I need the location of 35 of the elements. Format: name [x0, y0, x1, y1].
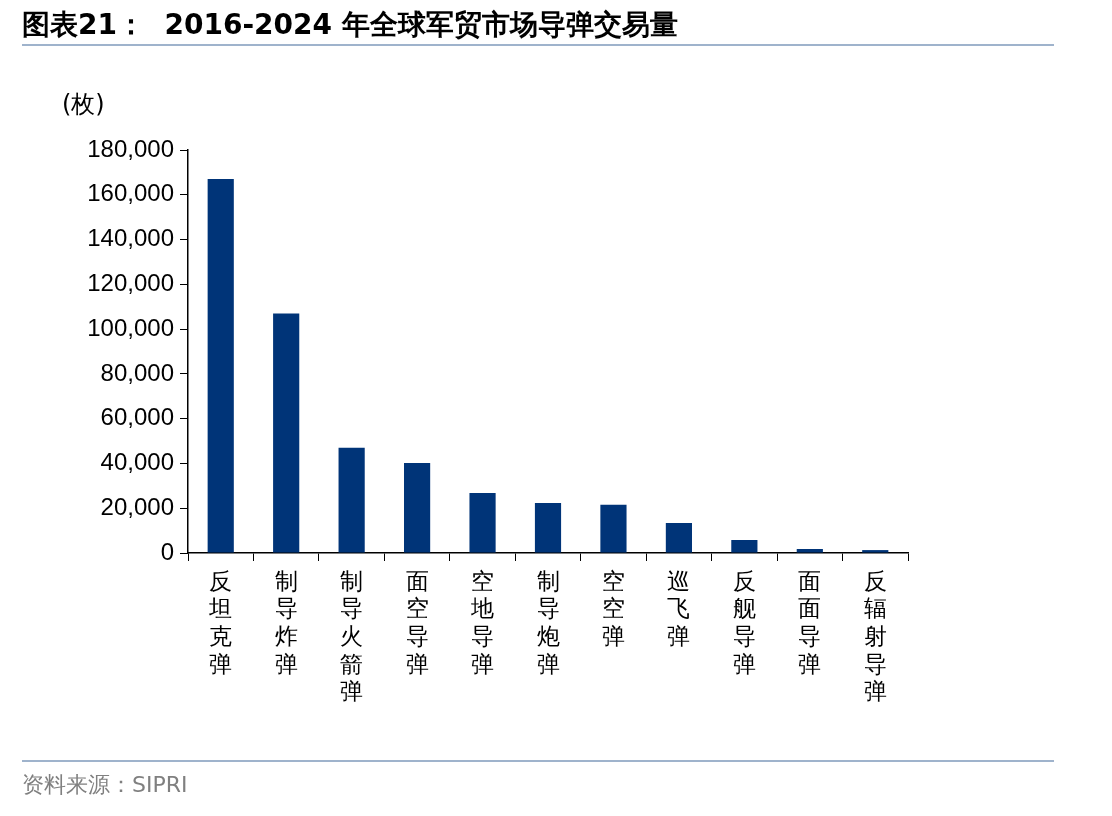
bar	[796, 548, 823, 553]
bar	[534, 503, 562, 553]
text: 资料来源：SIPRI	[22, 771, 188, 799]
bar	[338, 447, 365, 553]
y-tick-label: 180,000	[87, 134, 174, 162]
y-tick-label: 100,000	[87, 313, 174, 341]
y-tick-label: 0	[160, 537, 174, 565]
y-tick-label: 80,000	[100, 358, 174, 386]
y-tick-label: 60,000	[100, 403, 174, 431]
bar	[862, 550, 889, 553]
x-tick-label: 反舰导弹	[732, 567, 756, 677]
bar	[469, 493, 496, 553]
y-tick-label: 120,000	[87, 268, 174, 296]
x-tick-label: 制导炸弹	[274, 567, 298, 677]
x-tick-label: 制导火箭弹	[340, 567, 364, 705]
x-tick-label: 空地导弹	[470, 567, 495, 677]
bar	[731, 540, 758, 553]
x-tick-label: 巡飞弹	[667, 567, 691, 649]
y-tick-label: 140,000	[87, 224, 174, 252]
bar	[273, 313, 300, 553]
y-tick-label: 40,000	[100, 448, 174, 476]
bar	[404, 463, 431, 553]
y-axis-title: (枚)	[62, 89, 105, 120]
x-tick-label: 反坦克弹	[208, 567, 233, 677]
bar	[600, 504, 627, 553]
x-tick-label: 面空导弹	[405, 567, 429, 677]
chart-title: 图表21： 2016-2024 年全球军贸市场导弹交易量	[22, 7, 678, 43]
x-tick-label: 面面导弹	[798, 567, 822, 677]
x-tick-label: 空空弹	[601, 567, 625, 649]
y-tick-label: 20,000	[100, 492, 174, 520]
bar	[665, 523, 692, 553]
y-tick-label: 160,000	[87, 179, 174, 207]
bar	[207, 179, 234, 553]
x-tick-label: 反辐射导弹	[863, 567, 887, 705]
x-tick-label: 制导炮弹	[536, 567, 560, 677]
